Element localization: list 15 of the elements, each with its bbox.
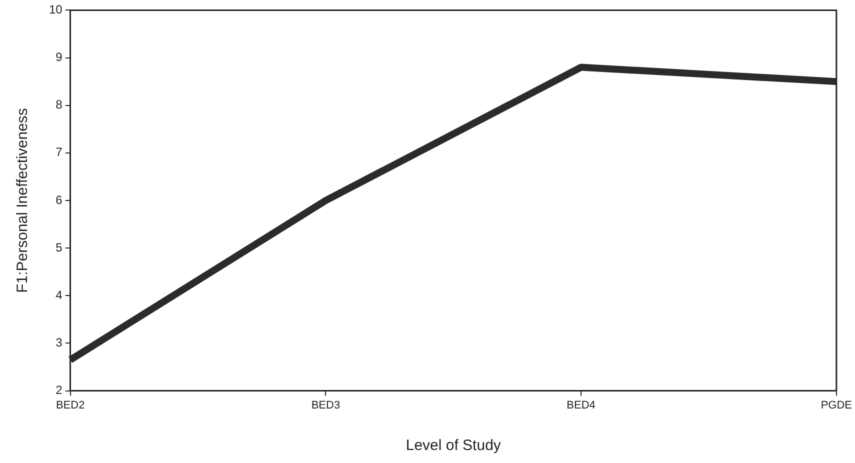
y-tick-label: 10	[48, 2, 63, 17]
y-tick-label: 7	[56, 145, 63, 160]
y-tick-label: 9	[56, 50, 63, 64]
y-axis-title: F1:Personal Ineffectiveness	[14, 108, 32, 293]
x-tick-label: BED3	[311, 399, 340, 412]
x-tick-label: BED2	[56, 399, 85, 412]
y-tick-label: 8	[56, 98, 63, 112]
x-tick-label: BED4	[566, 399, 596, 412]
y-tick-label: 3	[56, 336, 63, 350]
y-tick-label: 5	[56, 240, 63, 254]
x-axis-title: Level of Study	[406, 437, 502, 454]
y-tick-label: 4	[56, 288, 63, 302]
x-tick-label: PGDE	[820, 399, 852, 412]
y-tick-label: 2	[56, 383, 63, 398]
y-tick-label: 6	[56, 192, 63, 207]
